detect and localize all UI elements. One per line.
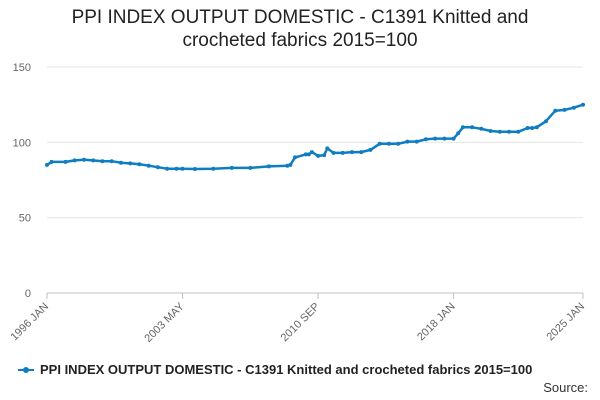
data-point [229,165,234,170]
legend-label: PPI INDEX OUTPUT DOMESTIC - C1391 Knitte… [40,362,533,377]
data-point [562,107,567,112]
data-point [306,152,311,157]
data-point [423,137,428,142]
data-point [316,153,321,158]
chart-title: PPI INDEX OUTPUT DOMESTIC - C1391 Knitte… [71,7,529,51]
data-point [350,150,354,155]
gridlines [47,66,583,219]
data-point [303,152,308,157]
data-point [377,141,382,146]
x-tick-label: 1996 JAN [8,301,51,344]
axes: 0 50 100 150 1996 JAN 2003 MAY 2010 SEP 2018 JA… [8,62,587,345]
data-point [396,141,401,146]
data-point [581,102,585,107]
x-tick-label: 2010 SEP [279,301,323,345]
data-point [137,162,142,167]
data-point [497,129,502,134]
data-point [146,163,151,168]
legend[interactable]: PPI INDEX OUTPUT DOMESTIC - C1391 Knitte… [18,362,532,377]
data-point [451,136,456,141]
legend-swatch [18,365,34,375]
data-point [544,119,548,124]
data-point [211,166,216,171]
data-point [331,150,336,155]
data-point [82,157,86,162]
data-point [288,162,293,167]
data-point [100,159,105,164]
data-point [91,158,96,163]
data-point [45,162,49,167]
data-point [507,129,512,134]
data-point [470,125,475,130]
x-tick-label: 2003 MAY [142,300,187,345]
data-point [359,150,364,155]
data-point [460,125,465,130]
data-point [293,155,297,160]
source-label: Source: [543,380,588,395]
data-point [309,150,314,155]
data-point [456,131,461,136]
data-point [516,129,521,134]
data-point [192,167,197,171]
data-point [118,160,123,165]
data-point [165,166,170,171]
data-point [553,108,558,113]
data-point [285,163,290,168]
data-point [479,126,484,131]
series-line [46,103,584,171]
data-point [266,164,271,169]
data-point [174,166,179,171]
x-tick-label: 2025 JAN [544,301,587,344]
data-point [325,146,330,151]
data-point [488,129,493,133]
data-point [414,139,419,144]
x-tick-label: 2018 JAN [415,301,458,344]
data-point [322,153,327,158]
data-point [340,150,345,155]
data-point [433,136,438,141]
data-point [571,105,576,110]
data-point [128,161,133,166]
y-tick-label: 50 [19,213,31,225]
data-point [72,158,77,163]
y-tick-label: 0 [25,288,31,300]
series-layer [45,102,585,171]
y-tick-label: 100 [13,137,31,149]
y-tick-label: 150 [13,62,31,74]
data-point [386,141,391,146]
data-point [180,166,185,171]
data-point [530,126,535,130]
data-point [155,165,160,170]
data-point [109,159,114,164]
data-point [534,125,539,130]
data-point [442,136,447,141]
data-point [405,139,410,144]
data-point [63,159,68,164]
data-point [368,147,373,152]
data-point [49,159,54,164]
data-point [248,165,253,170]
data-point [525,126,530,130]
